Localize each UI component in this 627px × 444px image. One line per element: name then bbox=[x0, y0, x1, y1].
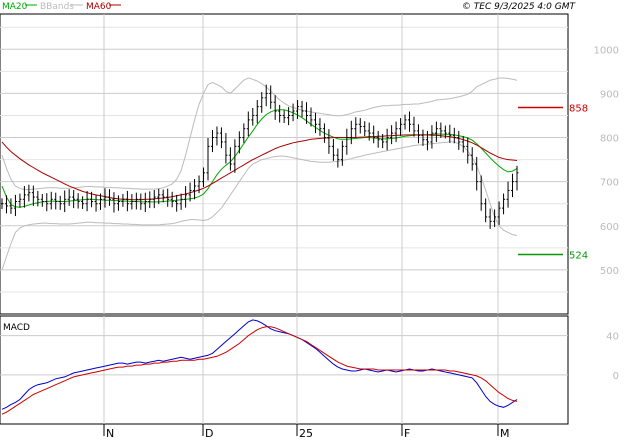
legend: MA20 BBands MA60 bbox=[2, 2, 121, 12]
x-tick-label: M bbox=[500, 427, 510, 440]
x-tick-label: D bbox=[205, 427, 213, 440]
price-y-axis: 500 600 700 800 900 1000 bbox=[594, 45, 619, 277]
macd-title: MACD bbox=[3, 323, 30, 333]
level-lines: 858 524 bbox=[518, 104, 588, 261]
x-tick-label: N bbox=[106, 427, 114, 440]
price-tick-label: 600 bbox=[600, 222, 619, 233]
price-tick-label: 800 bbox=[600, 134, 619, 145]
level-label-858: 858 bbox=[569, 104, 588, 115]
macd-tick-label: 40 bbox=[606, 332, 619, 343]
series-line-ma60 bbox=[1, 134, 518, 201]
x-axis: N D 25 F M bbox=[103, 424, 510, 440]
price-bars bbox=[0, 84, 519, 229]
price-tick-label: 900 bbox=[600, 89, 619, 100]
legend-label-bbands: BBands bbox=[40, 2, 74, 12]
price-panel-frame bbox=[0, 13, 569, 315]
price-tick-label: 500 bbox=[600, 266, 619, 277]
macd-tick-label: 0 bbox=[613, 371, 619, 382]
series-line-bbands bbox=[1, 77, 518, 191]
macd-panel-frame bbox=[0, 315, 569, 425]
macd-line-signal bbox=[1, 326, 518, 415]
macd-line-macd bbox=[1, 319, 518, 410]
price-grid bbox=[0, 14, 568, 314]
price-tick-label: 1000 bbox=[594, 45, 619, 56]
price-tick-label: 700 bbox=[600, 178, 619, 189]
timestamp: © TEC 9/3/2025 4:0 GMT bbox=[462, 2, 577, 12]
macd-y-axis: 0 40 bbox=[606, 332, 619, 382]
level-label-524: 524 bbox=[569, 250, 588, 261]
x-tick-label: 25 bbox=[299, 427, 313, 440]
legend-label-ma20: MA20 bbox=[2, 2, 28, 12]
price-series bbox=[1, 77, 518, 271]
legend-label-ma60: MA60 bbox=[86, 2, 112, 12]
series-line-bbands-lower bbox=[1, 141, 518, 271]
macd-series bbox=[1, 319, 518, 415]
series-line-ma20 bbox=[1, 109, 518, 208]
x-tick-label: F bbox=[404, 427, 410, 440]
